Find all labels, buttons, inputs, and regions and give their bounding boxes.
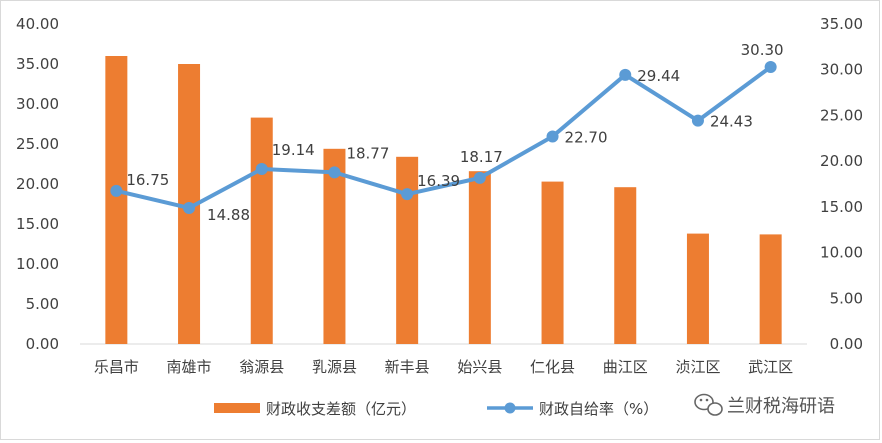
watermark: 兰财税海研语 [694, 393, 835, 417]
y-right-tick-label: 10.00 [820, 244, 863, 262]
bar [468, 171, 491, 344]
y-left-tick-label: 5.00 [26, 295, 59, 313]
line-point [546, 130, 559, 143]
y-left-tick-label: 25.00 [16, 135, 59, 153]
line-point [764, 60, 777, 73]
bar [686, 233, 709, 344]
legend-bar-label: 财政收支差额（亿元） [266, 400, 416, 418]
bar [759, 234, 782, 344]
y-right-tick-label: 35.00 [820, 15, 863, 33]
x-category-label: 曲江区 [603, 358, 648, 376]
line-data-label: 16.39 [417, 172, 460, 190]
x-category-label: 新丰县 [385, 358, 430, 376]
y-right-tick-label: 0.00 [830, 335, 863, 353]
legend-line-marker [504, 402, 516, 414]
x-category-label: 武江区 [748, 358, 793, 376]
y-left-tick-label: 40.00 [16, 15, 59, 33]
y-left-tick-label: 10.00 [16, 255, 59, 273]
bar [541, 181, 564, 344]
y-right-tick-label: 5.00 [830, 289, 863, 307]
y-right-tick-label: 25.00 [820, 106, 863, 124]
y-right-tick-label: 20.00 [820, 152, 863, 170]
line-data-label: 18.17 [460, 148, 503, 166]
legend-bar-swatch [214, 403, 260, 413]
line-data-label: 14.88 [207, 206, 250, 224]
line-data-label: 24.43 [710, 113, 753, 131]
y-left-tick-label: 20.00 [16, 175, 59, 193]
line-data-label: 18.77 [346, 144, 389, 162]
x-category-label: 始兴县 [457, 358, 502, 376]
line-point [691, 114, 704, 127]
line-point [255, 163, 268, 176]
y-right-tick-label: 15.00 [820, 198, 863, 216]
x-category-label: 仁化县 [530, 358, 575, 376]
line-data-label: 29.44 [637, 67, 680, 85]
line-data-label: 30.30 [741, 41, 784, 59]
bar [105, 56, 128, 344]
x-category-label: 乐昌市 [94, 358, 139, 376]
line-point [619, 68, 632, 81]
axes-layer: 0.00 5.00 10.00 15.00 20.00 25.00 30.00 35.00 40… [16, 15, 863, 376]
x-category-label: 翁源县 [239, 358, 284, 376]
y-left-tick-label: 15.00 [16, 215, 59, 233]
y-left-tick-label: 35.00 [16, 55, 59, 73]
legend-line-label: 财政自给率（%） [539, 400, 658, 418]
line-layer [110, 60, 777, 214]
bar [396, 156, 419, 344]
x-category-label: 乳源县 [312, 358, 357, 376]
line-point [401, 188, 414, 201]
bar [323, 148, 346, 344]
line-point [473, 171, 486, 184]
y-left-tick-label: 0.00 [26, 335, 59, 353]
line-point [183, 201, 196, 214]
line-data-label: 16.75 [126, 171, 169, 189]
y-left-tick-label: 30.00 [16, 95, 59, 113]
x-category-label: 南雄市 [167, 358, 212, 376]
x-category-label: 浈江区 [675, 358, 720, 376]
bar [614, 187, 637, 344]
wechat-icon [694, 393, 723, 416]
line-point [328, 166, 341, 179]
line-point [110, 184, 123, 197]
legend: 财政收支差额（亿元） 财政自给率（%） [214, 400, 658, 418]
y-right-tick-label: 30.00 [820, 61, 863, 79]
line-data-label: 19.14 [272, 141, 315, 159]
line-data-label: 22.70 [565, 128, 608, 146]
series-line [114, 64, 773, 210]
bar [250, 117, 273, 344]
watermark-text: 兰财税海研语 [727, 396, 835, 417]
bars-layer [105, 56, 782, 344]
